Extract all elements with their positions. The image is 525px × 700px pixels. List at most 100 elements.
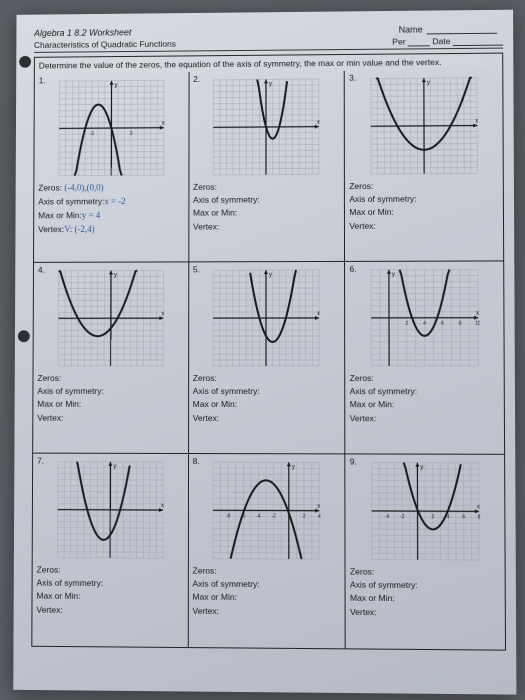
zeros-label: Zeros: [37, 373, 61, 383]
problem-cell: 2. xy Zeros: Axis of symmetry: Max or Mi… [188, 71, 344, 263]
worksheet-page: Algebra 1 8.2 Worksheet Name Characteris… [13, 10, 516, 695]
axis-label: Axis of symmetry: [192, 579, 259, 590]
vertex-handwritten: V: (-2,4) [64, 223, 94, 237]
zeros-label: Zeros: [38, 183, 62, 193]
axis-label: Axis of symmetry: [37, 386, 103, 396]
graph: xy [193, 77, 340, 177]
zeros-label: Zeros: [349, 181, 373, 191]
answers: Zeros: Axis of symmetry: Max or Min: Ver… [192, 564, 340, 618]
axis-label: Axis of symmetry: [36, 578, 103, 588]
maxmin-label: Max or Min: [349, 399, 394, 409]
svg-text:10: 10 [474, 321, 479, 327]
answers: Zeros: Axis of symmetry: Max or Min: Ver… [36, 564, 183, 618]
graph: xy [349, 76, 499, 177]
worksheet-subtitle: Characteristics of Quadratic Functions [33, 39, 175, 50]
problem-number: 1. [38, 75, 45, 85]
problem-cell: 3. xy Zeros: Axis of symmetry: Max or Mi… [345, 70, 503, 262]
problem-cell: 9. -4-22468xy Zeros: Axis of symmetry: M… [345, 454, 504, 649]
graph: -3 3 x y [38, 78, 184, 178]
svg-text:x: x [317, 120, 320, 126]
maxmin-label: Max or Min: [193, 208, 237, 218]
problem-number: 6. [349, 264, 356, 274]
axis-label: Axis of symmetry: [38, 196, 104, 206]
problem-cell: 7. xy Zeros: Axis of symmetry: Max or Mi… [32, 454, 188, 647]
problem-number: 3. [349, 73, 356, 83]
zeros-label: Zeros: [192, 373, 216, 383]
axis-label: Axis of symmetry: [349, 194, 416, 204]
svg-text:x: x [475, 311, 478, 317]
vertex-label: Vertex: [349, 413, 376, 423]
zeros-label: Zeros: [349, 373, 373, 383]
svg-text:-4: -4 [256, 513, 261, 519]
answers: Zeros: Axis of symmetry: Max or Min: Ver… [349, 565, 500, 619]
problem-cell: 4. xy Zeros: Axis of symmetry: Max or Mi… [33, 262, 189, 454]
svg-text:y: y [113, 272, 116, 278]
answers: Zeros: Axis of symmetry: Max or Min: Ver… [192, 180, 339, 233]
axis-label: Axis of symmetry: [349, 386, 417, 396]
svg-text:y: y [420, 465, 423, 471]
maxmin-label: Max or Min: [192, 399, 236, 409]
problem-number: 8. [192, 456, 199, 466]
answers: Zeros: Axis of symmetry: Max or Min: Ver… [349, 372, 499, 425]
maxmin-label: Max or Min: [38, 210, 82, 220]
maxmin-label: Max or Min: [349, 593, 394, 603]
zeros-label: Zeros: [349, 566, 373, 576]
svg-text:-2: -2 [271, 514, 276, 520]
page-subtitle-row: Characteristics of Quadratic Functions P… [33, 36, 502, 53]
svg-text:3: 3 [129, 131, 132, 137]
svg-text:y: y [269, 272, 272, 278]
axis-label: Axis of symmetry: [193, 195, 260, 205]
hole-punch-icon [19, 56, 31, 68]
svg-text:6: 6 [440, 321, 443, 327]
svg-text:2: 2 [431, 514, 434, 520]
svg-text:8: 8 [458, 321, 461, 327]
vertex-label: Vertex: [192, 605, 219, 615]
date-blank [452, 36, 502, 46]
graph: -4-22468xy [349, 460, 500, 562]
vertex-label: Vertex: [38, 224, 64, 234]
date-label: Date [432, 36, 450, 46]
svg-text:-8: -8 [226, 513, 231, 519]
problem-cell: 6. 246810xy Zeros: Axis of symmetry: Max… [345, 261, 504, 454]
graph: -8-6-4-224xy [192, 460, 340, 561]
svg-text:x: x [161, 121, 164, 127]
vertex-label: Vertex: [36, 604, 62, 614]
per-blank [407, 36, 429, 46]
maxmin-label: Max or Min: [37, 399, 81, 409]
name-label: Name [398, 25, 422, 35]
svg-text:8: 8 [477, 514, 480, 520]
graph: xy [36, 460, 183, 561]
vertex-label: Vertex: [349, 220, 376, 230]
axis-handwritten: x = -2 [104, 195, 125, 209]
svg-text:x: x [474, 119, 477, 125]
vertex-label: Vertex: [37, 412, 63, 422]
svg-text:-4: -4 [384, 514, 389, 520]
svg-text:6: 6 [461, 514, 464, 520]
svg-text:2: 2 [303, 514, 306, 520]
svg-text:y: y [391, 272, 394, 278]
problem-cell: 5. xy Zeros: Axis of symmetry: Max or Mi… [188, 262, 345, 454]
maxmin-handwritten: y = 4 [81, 209, 99, 223]
graph: xy [37, 268, 184, 368]
svg-text:x: x [161, 311, 164, 317]
svg-text:y: y [426, 80, 429, 86]
problem-number: 7. [37, 456, 44, 466]
axis-label: Axis of symmetry: [349, 580, 417, 591]
svg-text:x: x [476, 504, 479, 510]
vertex-label: Vertex: [349, 606, 376, 616]
maxmin-label: Max or Min: [36, 591, 80, 601]
svg-text:y: y [114, 83, 117, 89]
svg-text:x: x [317, 311, 320, 317]
worksheet-title: Algebra 1 8.2 Worksheet [34, 27, 131, 38]
svg-text:x: x [160, 503, 163, 509]
problem-number: 2. [193, 74, 200, 84]
answers: Zeros: Axis of symmetry: Max or Min: Ver… [349, 179, 499, 232]
problem-number: 9. [349, 456, 356, 466]
hole-punch-icon [17, 330, 29, 342]
answers: Zeros: Axis of symmetry: Max or Min: Ver… [192, 372, 340, 425]
name-blank [426, 24, 496, 35]
svg-text:-3: -3 [89, 131, 94, 137]
zeros-label: Zeros: [36, 565, 60, 575]
answers: Zeros: (-4,0),(0,0) Axis of symmetry: x … [38, 181, 184, 237]
graph: 246810xy [349, 267, 499, 368]
